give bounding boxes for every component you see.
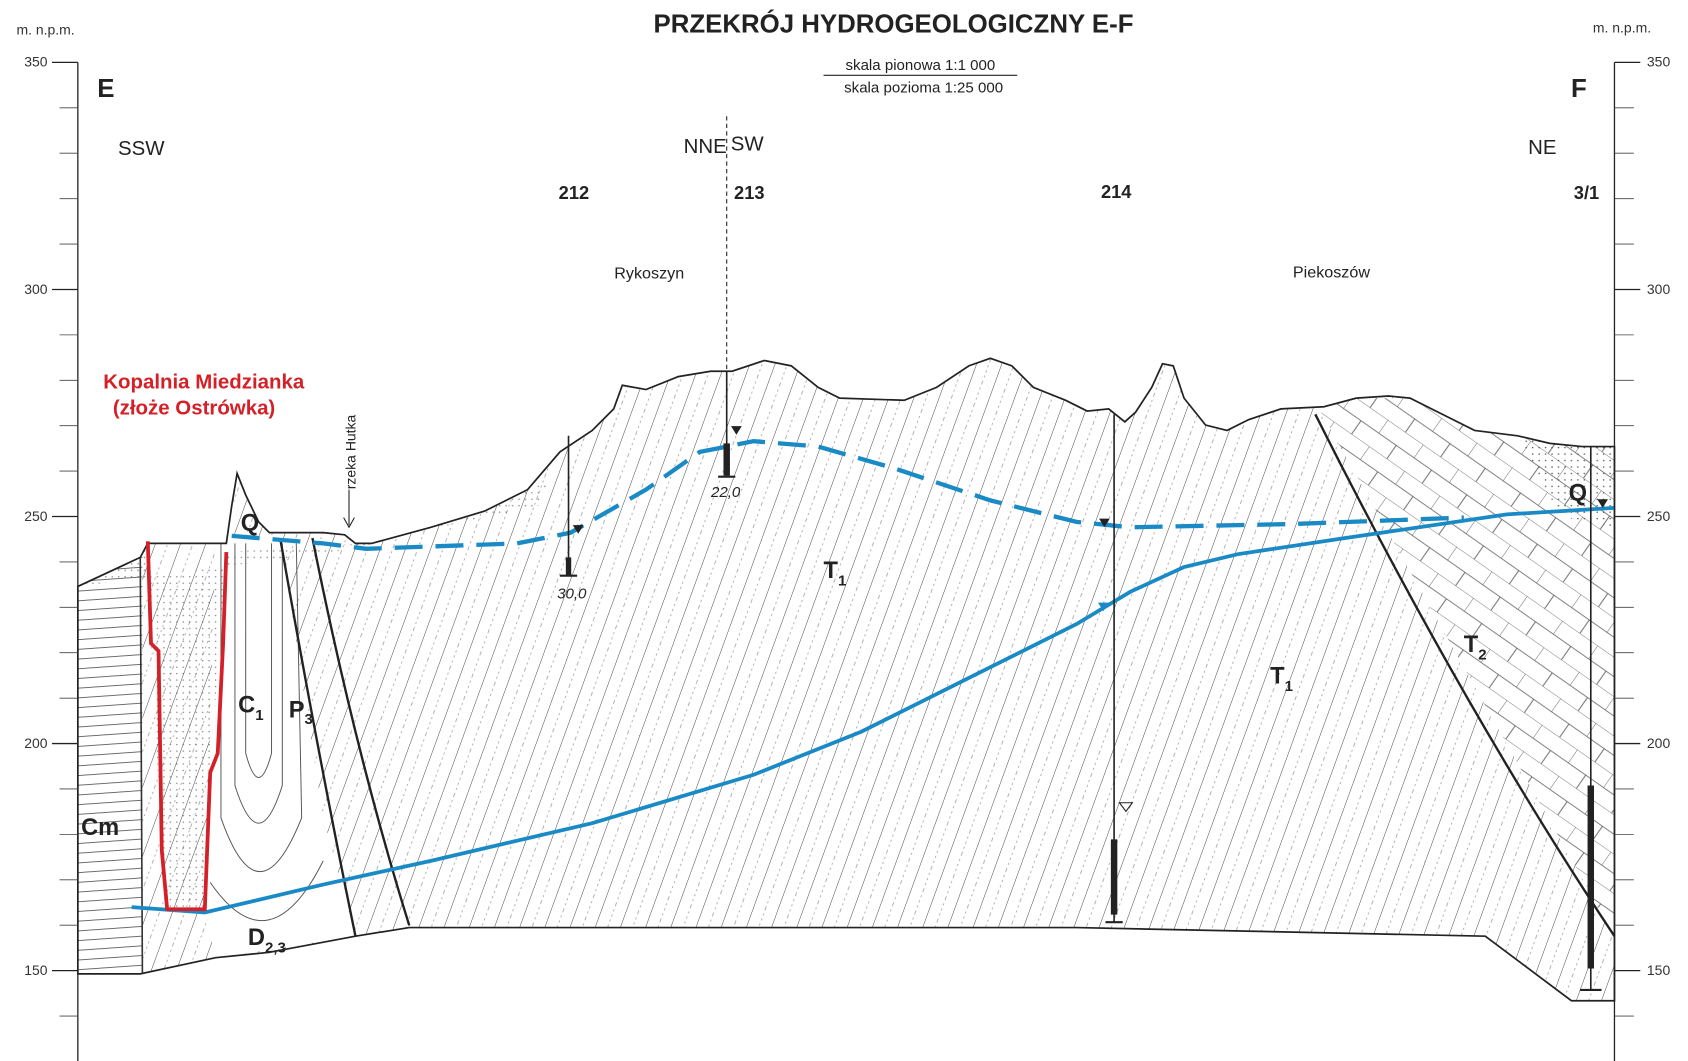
river: rzeka Hutka: [342, 414, 358, 489]
unit-label: Q: [1569, 480, 1587, 506]
tick-label: 150: [24, 962, 48, 978]
tick-label: 300: [1647, 281, 1671, 297]
title: PRZEKRÓJ HYDROGEOLOGICZNY E-F: [654, 8, 1134, 38]
direction: SW: [731, 133, 765, 156]
unit-sub: 2,3: [265, 939, 286, 956]
tick-label: 150: [1647, 962, 1671, 978]
end-label: E: [97, 75, 114, 103]
tick-label: 200: [24, 735, 48, 751]
well-id: 212: [559, 182, 590, 203]
strata: [65, 323, 1625, 1012]
unit-symbol: T: [1270, 663, 1285, 689]
river-arrow: [344, 490, 355, 528]
unit-symbol: P: [289, 698, 305, 724]
place: Piekoszów: [1293, 264, 1370, 282]
well-id: 3/1: [1574, 182, 1599, 203]
unit-symbol: C: [238, 692, 255, 718]
well-depth: 22,0: [710, 484, 741, 501]
unit-symbol: Q: [241, 510, 259, 536]
axis-label: m. n.p.m.: [1593, 19, 1651, 35]
unit-sub: 1: [1285, 678, 1293, 695]
unit-sub: 1: [838, 572, 846, 589]
direction: SSW: [118, 137, 165, 160]
unit-label: Q: [241, 510, 259, 536]
mine-name: Kopalnia Miedzianka: [103, 370, 305, 393]
place: Rykoszyn: [614, 265, 684, 283]
tick-label: 350: [24, 54, 48, 70]
well-depth: 30,0: [557, 585, 587, 602]
unit-symbol: D: [248, 925, 265, 951]
tick-label: 250: [24, 508, 48, 524]
tick-label: 350: [1647, 54, 1671, 70]
tick-label: 300: [24, 281, 48, 297]
tick-label: 200: [1647, 735, 1671, 751]
unit-symbol: Cm: [81, 815, 119, 841]
well-id: 213: [734, 182, 765, 203]
unit-sub: 1: [255, 707, 263, 724]
unit-sub: 3: [305, 711, 313, 728]
unit-symbol: T: [824, 558, 839, 584]
unit-sub: 2: [1478, 647, 1486, 664]
mine-deposit: (złoże Ostrówka): [113, 396, 275, 419]
tick-label: 250: [1647, 508, 1671, 524]
end-label: F: [1571, 75, 1587, 103]
cross-section: 350 350 300 300 250 250 200 200 150 150 PRZEKRÓJ …: [0, 0, 1688, 1061]
well-id: 214: [1101, 181, 1132, 202]
direction: NE: [1528, 136, 1556, 159]
scale-horizontal: skala pozioma 1:25 000: [844, 80, 1003, 97]
cm-hatch: [65, 323, 142, 979]
scale-vertical: skala pionowa 1:1 000: [846, 57, 996, 74]
axis-label: m. n.p.m.: [16, 21, 74, 37]
unit-symbol: T: [1464, 632, 1479, 658]
direction: NNE: [684, 135, 727, 158]
unit-symbol: Q: [1569, 480, 1587, 506]
unit-label: Cm: [81, 815, 119, 841]
